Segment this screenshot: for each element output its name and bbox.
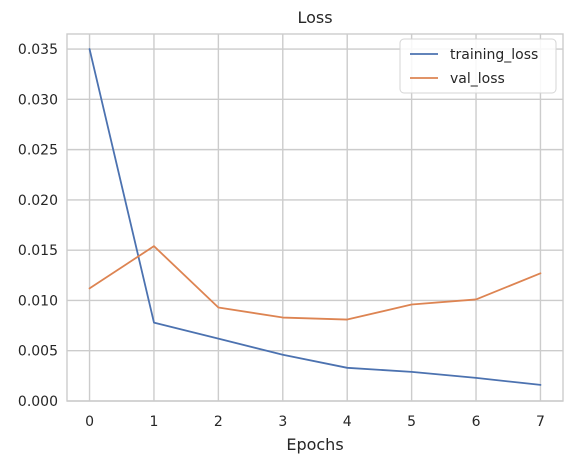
plot-frame — [66, 33, 564, 402]
y-tick-label-3: 0.015 — [18, 243, 58, 259]
y-tick-label-2: 0.010 — [18, 293, 58, 309]
plot-border — [66, 33, 564, 402]
y-tick-label-5: 0.025 — [18, 143, 58, 159]
legend-label-val_loss: val_loss — [450, 71, 505, 87]
series-line-training_loss — [88, 48, 542, 386]
x-tick-label-1: 1 — [150, 414, 159, 430]
tick-labels: 0 1 2 3 4 5 6 7 0.000 0.005 0.010 0.015 0.020 0.025 0.… — [18, 42, 545, 430]
chart-title: Loss — [297, 8, 332, 27]
x-tick-label-2: 2 — [214, 414, 223, 430]
y-tick-label-1: 0.005 — [18, 344, 58, 360]
y-tick-label-0: 0.000 — [18, 394, 58, 410]
legend: training_loss val_loss — [399, 38, 557, 94]
y-tick-label-6: 0.030 — [18, 92, 58, 108]
series-line-val_loss — [88, 245, 542, 321]
legend-label-training_loss: training_loss — [450, 47, 538, 63]
x-tick-label-4: 4 — [343, 414, 352, 430]
y-tick-label-7: 0.035 — [18, 42, 58, 58]
x-tick-label-6: 6 — [472, 414, 481, 430]
x-tick-label-5: 5 — [407, 414, 416, 430]
data-series — [88, 48, 542, 386]
x-tick-label-0: 0 — [85, 414, 94, 430]
x-axis-label: Epochs — [286, 435, 343, 454]
x-tick-label-3: 3 — [278, 414, 287, 430]
x-tick-label-7: 7 — [536, 414, 545, 430]
legend-box — [399, 38, 557, 94]
y-tick-label-4: 0.020 — [18, 193, 58, 209]
